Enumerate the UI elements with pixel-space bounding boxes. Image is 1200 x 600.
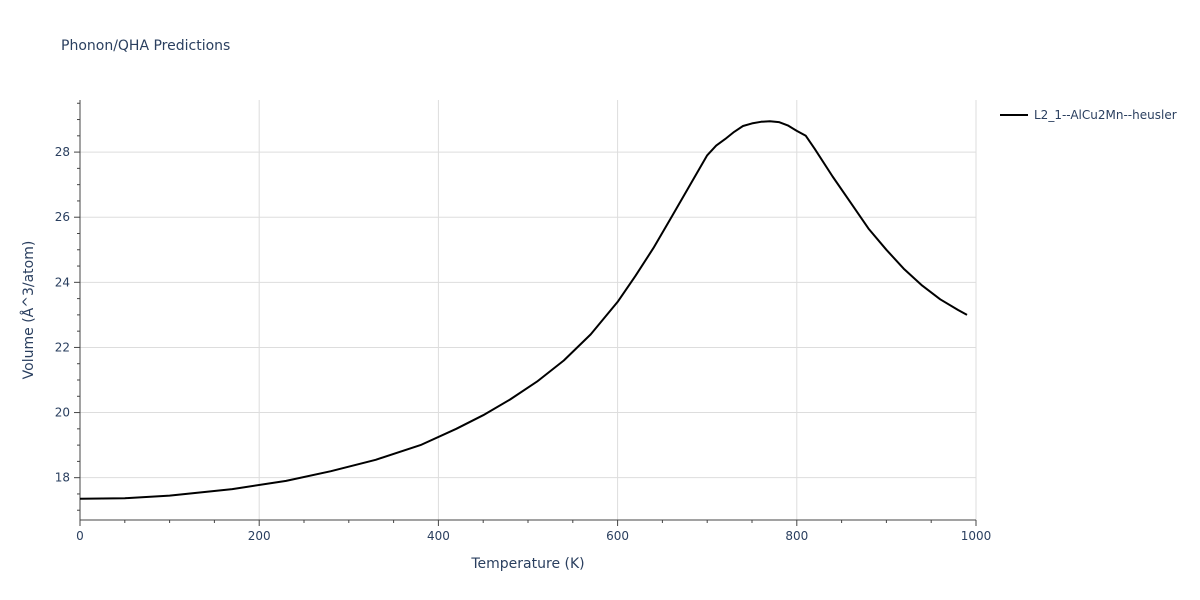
legend[interactable]: L2_1--AlCu2Mn--heusler (1000, 108, 1177, 122)
chart-title: Phonon/QHA Predictions (61, 38, 230, 54)
x-tick-label: 200 (248, 529, 271, 543)
x-tick-label: 0 (76, 529, 84, 543)
x-tick-label: 600 (606, 529, 629, 543)
y-axis-label: Volume (Å^3/atom) (20, 241, 37, 380)
series-line[interactable] (79, 120, 968, 500)
y-tick-label: 20 (55, 406, 70, 420)
y-tick-label: 28 (55, 145, 70, 159)
x-tick-label: 400 (427, 529, 450, 543)
y-tick-label: 22 (55, 340, 70, 354)
gridlines (80, 100, 977, 520)
x-axis-label: Temperature (K) (470, 556, 584, 572)
y-axis: 18 20 22 24 26 28 (55, 100, 81, 520)
y-tick-label: 26 (55, 210, 70, 224)
x-tick-label: 1000 (961, 529, 992, 543)
y-tick-label: 24 (55, 275, 70, 289)
plot-area (79, 120, 968, 500)
y-tick-label: 18 (55, 471, 70, 485)
legend-entry-label: L2_1--AlCu2Mn--heusler (1034, 108, 1177, 122)
x-axis: 0 200 400 600 800 1000 (76, 519, 992, 543)
x-tick-label: 800 (785, 529, 808, 543)
